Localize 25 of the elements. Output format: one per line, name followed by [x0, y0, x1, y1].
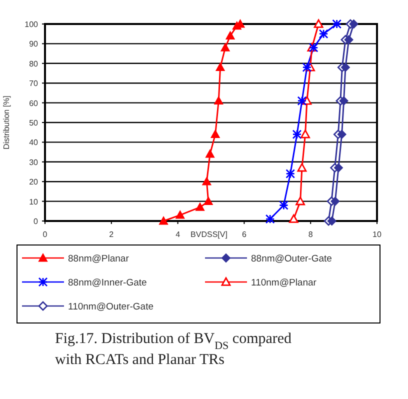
- x-tick-label: 6: [242, 230, 247, 239]
- y-tick-label: 50: [29, 118, 39, 128]
- legend-label: 110nm@Planar: [251, 278, 316, 288]
- y-tick-label: 70: [29, 79, 39, 88]
- y-tick-label: 40: [29, 138, 39, 148]
- caption: Fig.17. Distribution of BV$_{DS}$ compared with RCATs and Planar TRs: [55, 331, 292, 368]
- legend-label: 88nm@Planar: [68, 254, 129, 264]
- x-axis-title: BVDSS[V]: [190, 230, 228, 239]
- y-axis-title: Distribution [%]: [2, 96, 11, 150]
- y-tick-label: 30: [29, 158, 39, 167]
- y-tick-label: 20: [29, 178, 39, 187]
- x-tick-label: 8: [308, 230, 314, 239]
- y-tick-label: 0: [34, 217, 39, 226]
- y-tick-label: 80: [29, 59, 39, 68]
- legend-label: 88nm@Outer-Gate: [251, 254, 332, 264]
- legend-label: 88nm@Inner-Gate: [68, 278, 147, 288]
- x-tick-label: 2: [109, 230, 114, 239]
- y-tick-label: 10: [29, 197, 39, 206]
- legend-label: 110nm@Outer-Gate: [68, 302, 154, 312]
- x-tick-label: 0: [42, 230, 48, 239]
- y-tick-label: 100: [24, 20, 39, 29]
- x-tick-label: 4: [176, 230, 181, 239]
- y-tick-label: 90: [29, 40, 39, 49]
- x-tick-label: 10: [372, 230, 382, 239]
- y-tick-label: 60: [29, 98, 39, 108]
